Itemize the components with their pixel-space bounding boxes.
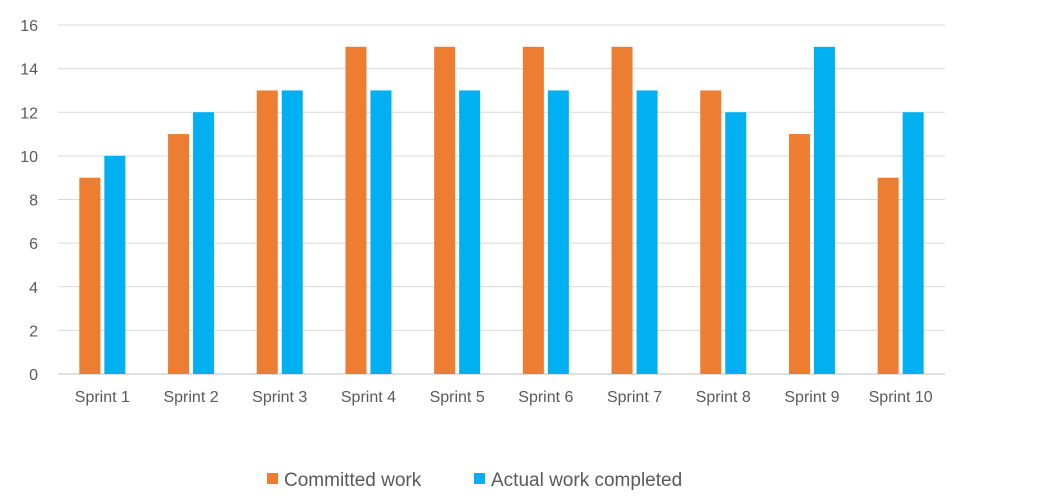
legend-label-actual-work-completed: Actual work completed: [491, 470, 682, 491]
gridlines: [58, 24, 945, 375]
legend-label-committed-work: Committed work: [284, 470, 422, 491]
x-tick-label: Sprint 5: [430, 389, 485, 406]
bar-committed-work: [434, 46, 456, 374]
y-axis-tick-labels: 0 2 4 6 8 10 12 14 16: [20, 18, 38, 384]
y-tick-label: 10: [20, 149, 38, 166]
bar-actual-work-completed: [459, 90, 481, 374]
x-tick-label: Sprint 2: [163, 389, 218, 406]
bar-committed-work: [345, 46, 367, 374]
x-tick-label: Sprint 10: [869, 389, 933, 406]
bar-committed-work: [611, 46, 633, 374]
bar-actual-work-completed: [370, 90, 392, 374]
bar-actual-work-completed: [547, 90, 569, 374]
y-tick-label: 0: [29, 367, 38, 384]
bar-actual-work-completed: [281, 90, 303, 374]
x-tick-label: Sprint 4: [341, 389, 396, 406]
y-tick-label: 14: [20, 62, 38, 79]
bar-actual-work-completed: [104, 155, 126, 374]
y-tick-label: 12: [20, 105, 38, 122]
y-tick-label: 8: [29, 193, 38, 210]
bar-committed-work: [700, 90, 722, 374]
bar-committed-work: [788, 134, 810, 374]
bars: [79, 46, 924, 374]
bar-actual-work-completed: [725, 112, 747, 374]
legend: Committed work Actual work completed: [267, 470, 682, 491]
y-tick-label: 4: [29, 280, 38, 297]
x-tick-label: Sprint 1: [75, 389, 130, 406]
bar-actual-work-completed: [193, 112, 215, 374]
bar-committed-work: [79, 177, 101, 374]
x-tick-label: Sprint 8: [696, 389, 751, 406]
y-tick-label: 2: [29, 323, 38, 340]
legend-swatch-committed-work: [267, 473, 278, 484]
y-tick-label: 16: [20, 18, 38, 35]
bar-actual-work-completed: [813, 46, 835, 374]
bar-actual-work-completed: [902, 112, 924, 374]
bar-actual-work-completed: [636, 90, 658, 374]
bar-committed-work: [256, 90, 278, 374]
y-tick-label: 6: [29, 236, 38, 253]
bar-committed-work: [522, 46, 544, 374]
x-tick-label: Sprint 7: [607, 389, 662, 406]
bar-committed-work: [877, 177, 899, 374]
x-tick-label: Sprint 9: [784, 389, 839, 406]
x-tick-label: Sprint 6: [518, 389, 573, 406]
x-axis-tick-labels: Sprint 1 Sprint 2 Sprint 3 Sprint 4 Sprint 5…: [75, 389, 933, 406]
legend-swatch-actual-work-completed: [474, 473, 485, 484]
x-tick-label: Sprint 3: [252, 389, 307, 406]
bar-committed-work: [168, 134, 190, 374]
